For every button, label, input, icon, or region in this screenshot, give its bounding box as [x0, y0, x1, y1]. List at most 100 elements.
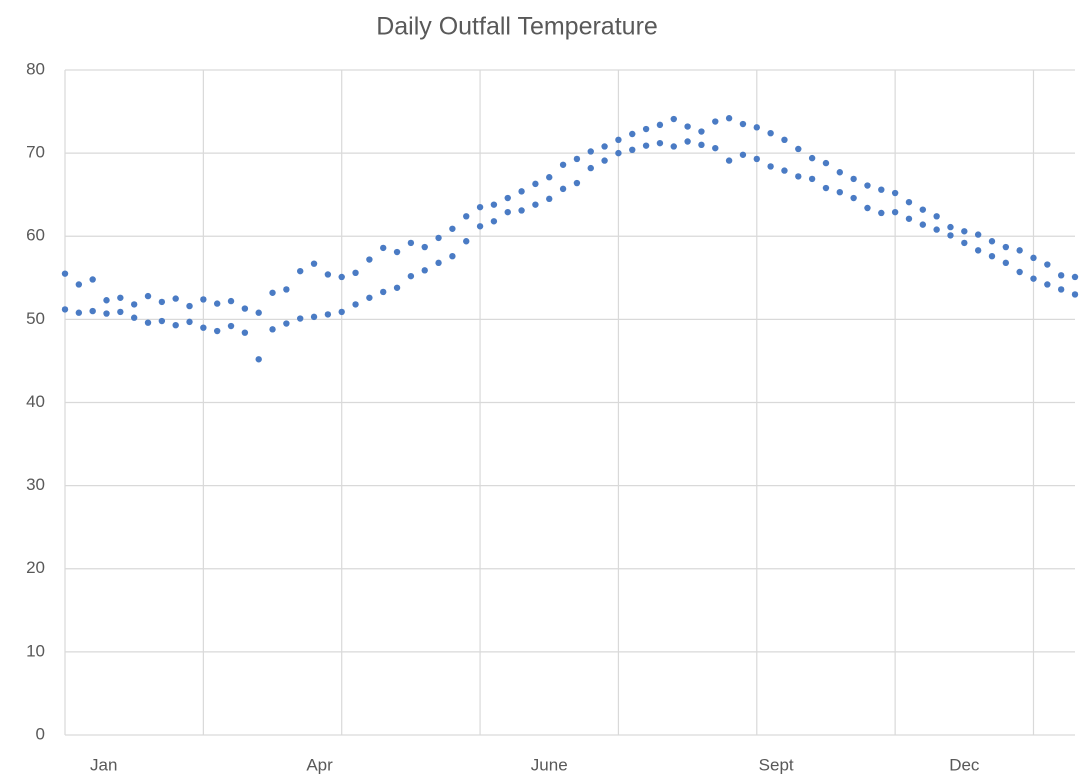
data-point: [518, 207, 525, 214]
data-point: [172, 321, 179, 329]
data-point: [269, 326, 276, 333]
data-point: [850, 194, 857, 202]
data-point: [283, 286, 290, 293]
data-point: [629, 130, 636, 138]
data-point: [1057, 286, 1065, 293]
data-point: [504, 194, 511, 202]
data-point: [656, 139, 664, 147]
data-point: [490, 201, 498, 208]
data-point: [297, 315, 304, 322]
y-tick-label: 60: [26, 226, 45, 245]
data-point: [310, 313, 318, 321]
data-point: [753, 124, 760, 131]
data-point: [933, 226, 940, 233]
data-point: [117, 308, 124, 316]
y-tick-label: 50: [26, 309, 45, 328]
data-point: [684, 138, 691, 145]
data-point: [283, 320, 290, 327]
chart-title: Daily Outfall Temperature: [376, 13, 658, 41]
data-point: [393, 284, 401, 291]
data-point: [712, 118, 719, 125]
data-point: [1071, 273, 1079, 281]
data-point: [310, 260, 318, 267]
data-point: [227, 322, 235, 330]
data-point: [878, 209, 885, 217]
data-point: [532, 180, 539, 188]
data-point: [836, 188, 843, 196]
data-point: [463, 213, 470, 220]
data-point: [476, 223, 484, 230]
data-point: [822, 184, 830, 192]
data-point: [974, 247, 982, 254]
data-point: [504, 208, 511, 216]
data-point: [518, 188, 525, 195]
data-point: [961, 239, 968, 247]
data-point: [1002, 243, 1010, 251]
data-point: [324, 271, 332, 278]
data-point: [213, 300, 221, 307]
data-point: [463, 238, 470, 245]
data-point: [476, 203, 484, 211]
data-point: [380, 288, 387, 296]
data-point: [739, 120, 747, 128]
data-point: [795, 145, 802, 153]
data-point: [573, 179, 581, 187]
data-point: [490, 218, 498, 225]
data-point: [739, 151, 747, 158]
data-point: [421, 243, 428, 251]
data-point: [117, 294, 124, 301]
data-point: [587, 148, 594, 155]
data-point: [546, 195, 553, 203]
data-point: [781, 167, 788, 174]
data-point: [988, 253, 996, 260]
y-tick-label: 30: [26, 475, 45, 494]
data-point: [767, 163, 774, 170]
x-tick-label: Sept: [759, 755, 794, 774]
data-point: [172, 295, 179, 302]
data-point: [532, 201, 539, 208]
data-point: [200, 324, 207, 331]
data-point: [449, 253, 456, 260]
data-point: [615, 149, 622, 157]
data-point: [393, 248, 401, 256]
data-point: [338, 308, 345, 316]
data-point: [905, 198, 913, 206]
data-point: [380, 244, 387, 252]
data-point: [366, 256, 373, 263]
data-point: [144, 319, 152, 326]
data-point: [615, 136, 622, 144]
data-point: [850, 175, 857, 183]
data-point: [961, 228, 968, 235]
data-point: [421, 267, 428, 274]
data-point: [75, 281, 83, 288]
data-point: [642, 125, 650, 133]
data-point: [767, 129, 774, 137]
data-point: [241, 305, 249, 312]
data-point: [988, 238, 996, 245]
data-point: [698, 128, 705, 135]
data-point: [61, 306, 69, 313]
data-point: [75, 309, 83, 316]
data-point: [891, 208, 899, 216]
data-point: [297, 267, 304, 275]
data-point: [712, 144, 719, 152]
data-point: [89, 276, 96, 283]
data-point: [366, 294, 373, 301]
data-point: [587, 164, 594, 172]
data-point: [103, 310, 110, 317]
data-point: [629, 146, 636, 153]
data-point: [919, 206, 927, 213]
data-point: [158, 317, 166, 325]
data-point: [130, 301, 138, 308]
data-point: [158, 298, 166, 306]
x-tick-label: Apr: [306, 755, 333, 774]
data-point: [864, 182, 871, 189]
data-point: [324, 311, 332, 318]
data-point: [947, 232, 954, 239]
data-point: [255, 309, 262, 316]
data-point: [1071, 291, 1079, 298]
data-point: [352, 301, 359, 308]
data-point: [227, 297, 235, 305]
data-point: [656, 121, 664, 129]
data-point: [698, 141, 705, 149]
